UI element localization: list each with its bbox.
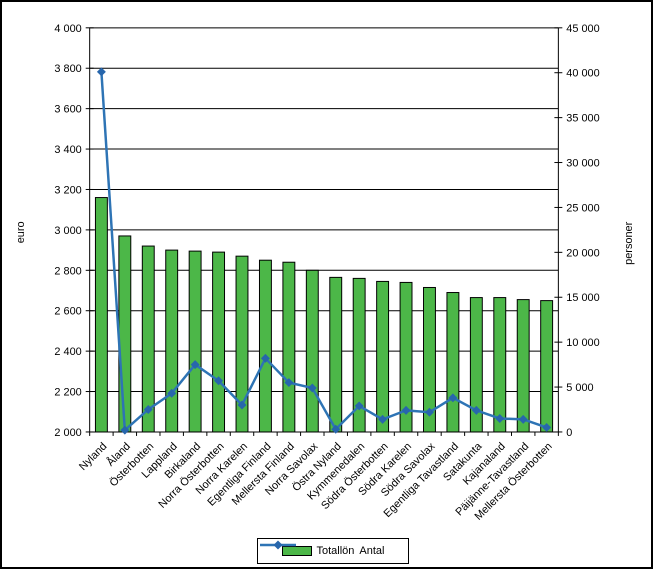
left-axis-tick-label: 3 800 [54, 63, 81, 75]
legend-label-antal: Antal [359, 545, 385, 557]
totallon-bar-swatch [281, 546, 312, 556]
antal-marker [401, 405, 411, 415]
left-axis-tick-label: 3 000 [54, 225, 81, 237]
bar-totallon [423, 286, 436, 433]
right-axis-tick-label: 20 000 [566, 247, 599, 259]
right-axis-tick-label: 30 000 [566, 158, 599, 170]
right-axis-tick-label: 0 [566, 427, 572, 439]
antal-marker [167, 388, 177, 398]
antal-marker [354, 401, 364, 411]
left-axis-tick-label: 2 400 [54, 346, 81, 358]
antal-marker [425, 407, 434, 417]
bar-totallon [188, 250, 202, 433]
bar-totallon [258, 259, 272, 433]
bar-totallon [469, 297, 483, 433]
antal-marker [518, 414, 528, 424]
right-axis-tick-label: 10 000 [566, 337, 599, 349]
left-axis-tick-label: 2 000 [54, 427, 81, 439]
antal-line-swatch [260, 540, 296, 550]
left-axis-tick-label: 2 600 [54, 306, 81, 318]
left-axis-title: euro [15, 221, 27, 243]
left-axis-tick-label: 3 400 [54, 144, 81, 156]
bar-totallon [118, 235, 132, 433]
antal-marker [260, 353, 270, 363]
left-axis-tick-label: 2 200 [54, 387, 81, 399]
right-axis-tick-label: 25 000 [566, 202, 599, 214]
antal-marker [143, 405, 153, 414]
bar-totallon [235, 255, 249, 433]
antal-marker [237, 400, 247, 410]
legend-label-totallon: Totallön [316, 545, 355, 557]
left-axis-tick-label: 3 600 [54, 104, 81, 116]
bar-totallon [399, 281, 413, 433]
bar-totallon [305, 269, 319, 433]
right-axis-tick-label: 45 000 [566, 23, 599, 35]
bar-totallon [540, 300, 554, 433]
antal-marker [542, 422, 552, 432]
bar-totallon [352, 277, 366, 433]
right-axis-tick-label: 40 000 [566, 68, 599, 80]
right-axis-title: personer [623, 221, 635, 264]
bar-totallon [141, 245, 155, 433]
bar-totallon [493, 297, 507, 433]
antal-marker [96, 67, 106, 77]
bar-totallon [94, 197, 108, 433]
antal-marker [495, 414, 505, 423]
antal-marker [190, 360, 200, 370]
bar-totallon [329, 276, 343, 433]
antal-marker [120, 425, 130, 435]
bar-totallon [165, 249, 179, 433]
bar-totallon [516, 299, 530, 433]
bar-totallon [376, 280, 390, 433]
bar-totallon [212, 251, 226, 433]
bar-totallon [282, 261, 296, 433]
x-axis-category-label: Nyland [77, 440, 109, 472]
right-axis-tick-label: 15 000 [566, 292, 599, 304]
antal-marker [284, 378, 294, 388]
antal-marker [471, 405, 481, 415]
antal-marker [378, 414, 388, 424]
legend: Totallön Antal [257, 538, 409, 564]
left-axis-tick-label: 4 000 [54, 23, 81, 35]
left-axis-tick-label: 3 200 [54, 184, 81, 196]
antal-marker [448, 393, 458, 403]
right-axis-tick-label: 5 000 [566, 382, 593, 394]
right-axis-tick-label: 35 000 [566, 113, 599, 125]
antal-marker [331, 424, 341, 434]
left-axis-tick-label: 2 800 [54, 265, 81, 277]
antal-marker [307, 383, 317, 393]
bar-totallon [446, 292, 460, 433]
antal-line [100, 71, 548, 433]
